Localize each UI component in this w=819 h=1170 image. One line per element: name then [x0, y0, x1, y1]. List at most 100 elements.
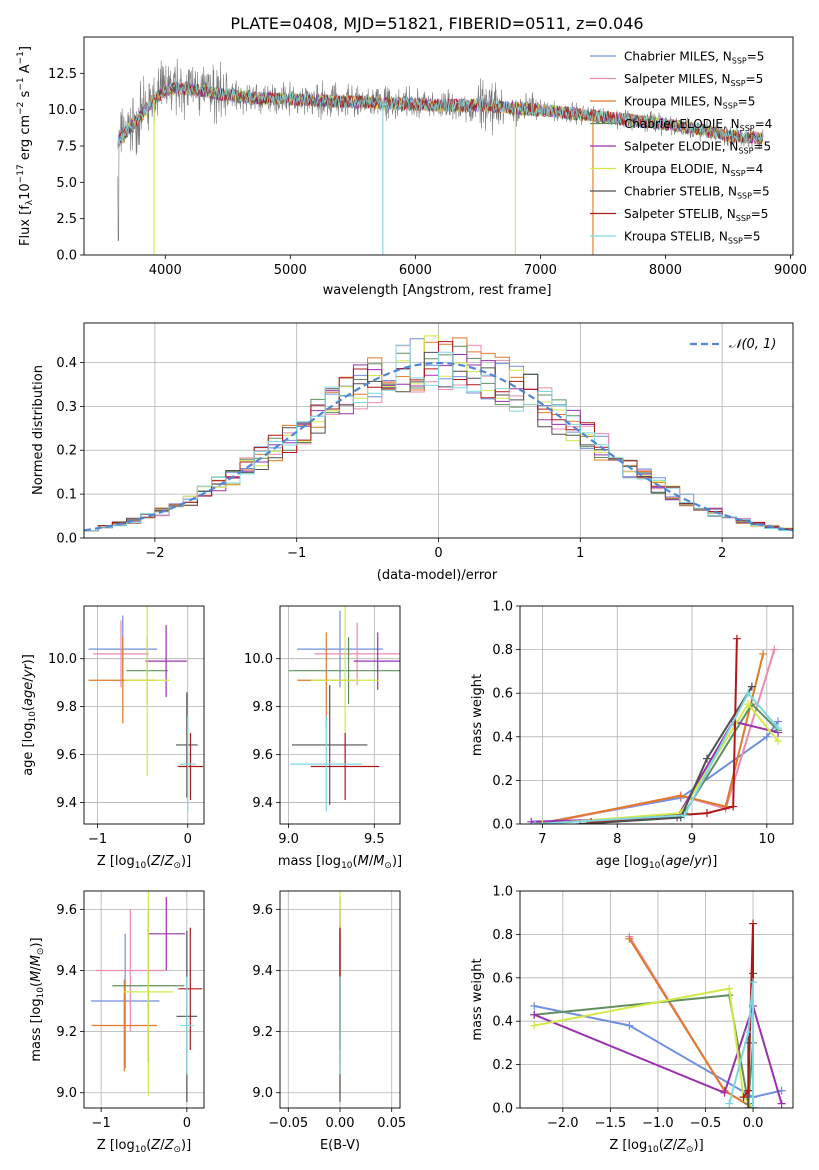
series-line — [534, 994, 754, 1104]
y-tick-label: 0.8 — [492, 643, 513, 658]
x-tick-label: −1.5 — [595, 1116, 627, 1131]
histogram-step — [84, 344, 793, 531]
y-tick-label: 2.5 — [56, 212, 77, 227]
errorbar-point — [147, 897, 186, 971]
y-tick-label: 12.5 — [48, 67, 77, 82]
y-tick-label: 10.0 — [48, 652, 77, 667]
series-line — [579, 686, 753, 824]
errorbar-point — [288, 637, 400, 705]
errorbar-point — [314, 622, 400, 686]
y-tick-label: 1.0 — [492, 885, 513, 900]
series-marker — [530, 1010, 539, 1019]
x-tick-label: 0.00 — [326, 1116, 355, 1131]
axes-frame — [519, 605, 794, 825]
series-marker — [744, 1028, 753, 1037]
plot-area-spectrum — [117, 58, 764, 255]
errorbar-point — [176, 692, 198, 798]
axes-frame — [519, 890, 794, 1109]
series-marker — [749, 1104, 758, 1108]
spectrum-model-line — [117, 81, 764, 149]
spectrum-model-line — [117, 82, 764, 149]
x-tick-label: 0 — [434, 546, 442, 561]
series-marker — [702, 754, 711, 763]
series — [725, 978, 758, 1108]
x-tick-label: 0 — [183, 1116, 191, 1131]
series-marker — [770, 645, 779, 654]
legend-label: Chabrier MILES, NSSP=5 — [624, 50, 764, 66]
series-marker — [749, 978, 758, 987]
y-axis-label: mass [log10(M/M⊙)] — [29, 937, 46, 1061]
series — [530, 689, 783, 824]
y-tick-label: 0.2 — [492, 774, 513, 789]
x-axis-label: Z [log10(Z/Z⊙)] — [97, 854, 191, 871]
errorbar-point — [123, 891, 174, 1096]
y-tick-label: 9.6 — [252, 903, 273, 918]
x-tick-label: 5000 — [274, 263, 307, 278]
y-tick-label: 9.0 — [56, 1086, 77, 1101]
series-line — [728, 982, 754, 1108]
y-tick-label: 0.1 — [56, 488, 77, 503]
x-tick-label: 0 — [184, 832, 192, 847]
x-tick-label: 8 — [613, 832, 621, 847]
series-marker — [680, 811, 689, 820]
y-tick-label: 9.2 — [252, 1025, 273, 1040]
axes-frame — [279, 890, 401, 1109]
y-tick-label: 10.0 — [48, 103, 77, 118]
series-marker — [747, 682, 756, 691]
y-axis-label: mass weight — [470, 958, 485, 1040]
y-tick-label: 0.0 — [492, 1102, 513, 1117]
axes-frame — [83, 890, 205, 1109]
legend-label: Salpeter ELODIE, NSSP=5 — [624, 140, 771, 156]
errorbar-point — [290, 716, 363, 813]
series-marker — [774, 724, 783, 733]
errorbar-point — [96, 909, 165, 1032]
series-marker — [744, 689, 753, 698]
legend-label: Salpeter MILES, NSSP=5 — [624, 72, 763, 88]
y-tick-label: 0.2 — [56, 444, 77, 459]
legend-label: Kroupa ELODIE, NSSP=4 — [624, 162, 763, 178]
y-tick-label: 10.0 — [244, 652, 273, 667]
series-marker — [530, 1002, 539, 1011]
y-tick-label: 0.6 — [492, 971, 513, 986]
series-line — [533, 1002, 783, 1104]
x-tick-label: 7000 — [524, 263, 557, 278]
x-tick-label: −0.05 — [268, 1116, 308, 1131]
axes-residuals: −2 −1 0 1 2 0.0 0.1 0.2 0.3 0.4 — [56, 323, 793, 561]
series-line — [538, 653, 765, 824]
normal-curve — [84, 361, 793, 532]
series-marker — [777, 1099, 786, 1108]
y-tick-label: 0.0 — [56, 532, 77, 547]
y-tick-label: 0.4 — [56, 356, 77, 371]
series-marker — [720, 1088, 729, 1097]
x-tick-label: 0.0 — [743, 1116, 764, 1131]
plot-area-Z-weight — [520, 891, 793, 1108]
plot-area-ebv-mass — [280, 891, 400, 1108]
y-tick-label: 0.8 — [492, 928, 513, 943]
y-tick-label: 9.4 — [56, 796, 77, 811]
x-axis-label: wavelength [Angstrom, rest frame] — [323, 283, 552, 298]
series — [534, 649, 768, 824]
figure-title: PLATE=0408, MJD=51821, FIBERID=0511, z=0… — [230, 14, 643, 33]
y-tick-label: 9.0 — [252, 1086, 273, 1101]
x-tick-label: −2.0 — [547, 1116, 579, 1131]
y-tick-label: 0.2 — [492, 1058, 513, 1073]
x-tick-label: 6000 — [399, 263, 432, 278]
errorbar-point — [353, 632, 400, 690]
x-tick-label: 7 — [538, 832, 546, 847]
x-tick-label: −1 — [92, 1116, 111, 1131]
y-tick-label: 0.6 — [492, 687, 513, 702]
x-tick-label: 10 — [759, 832, 776, 847]
x-tick-label: −1.0 — [642, 1116, 674, 1131]
x-axis-label: (data-model)/error — [377, 568, 498, 583]
y-tick-label: 9.4 — [252, 796, 273, 811]
series-line — [587, 702, 779, 824]
x-axis-label: E(B-V) — [320, 1138, 360, 1153]
x-axis-label: mass [log10(M/M⊙)] — [278, 854, 402, 871]
axes-frame — [279, 605, 401, 825]
series — [625, 932, 758, 1108]
x-tick-label: 1 — [576, 546, 584, 561]
axes-mass-age: 9.0 9.5 9.4 9.6 9.8 10.0 — [244, 606, 400, 847]
series-marker — [530, 1021, 539, 1030]
y-tick-label: 9.2 — [56, 1025, 77, 1040]
